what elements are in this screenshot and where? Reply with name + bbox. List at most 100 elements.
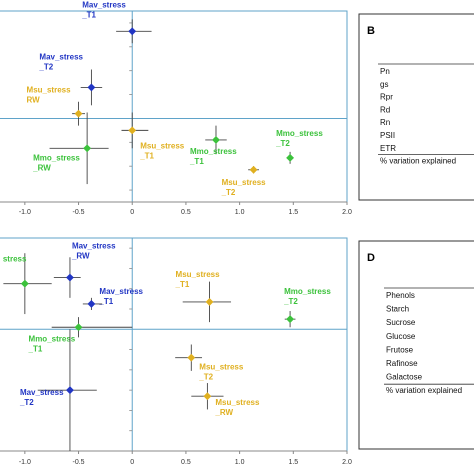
- panel-letter: D: [367, 252, 375, 264]
- data-point-mav: Mav_stress _T2: [38, 52, 103, 106]
- data-point-mmo: Mmo_stress _T2: [275, 129, 323, 164]
- x-tick-label: 2.0: [342, 209, 352, 216]
- point-label-line: _T2: [38, 62, 53, 71]
- point-marker: [87, 300, 96, 308]
- point-label-line: _T2: [19, 398, 34, 407]
- table-variable: Starch: [386, 305, 409, 314]
- table-variable: Glucose: [386, 332, 416, 341]
- point-label-line: Msu_stress: [27, 86, 72, 95]
- table-variable: ETR: [380, 144, 396, 153]
- table-variable: PSII: [380, 131, 395, 140]
- point-label: Mmo_stress _T2: [275, 129, 323, 148]
- point-label: Mmo_stress _T2: [283, 287, 331, 306]
- data-point-mmo: Mmo_stress _T2: [283, 287, 331, 328]
- table-variable: Phenols: [386, 291, 415, 300]
- point-marker: [286, 153, 295, 162]
- table-variable: Galactose: [386, 373, 423, 382]
- point-label: Mav_stress _T1: [81, 0, 126, 19]
- point-label-line: Mmo_stress: [190, 147, 237, 156]
- x-tick-label: -0.5: [73, 459, 85, 466]
- x-tick-label: 1.5: [288, 459, 298, 466]
- table-variable: Frutose: [386, 345, 414, 354]
- variable-table-b: B Pn gs Rpr Rd Rn PSII ETR % variation explained: [358, 13, 474, 201]
- point-label-line: _RW: [214, 408, 233, 417]
- table-variable: % variation explained: [386, 386, 462, 395]
- point-label: Msu_stress _T2: [221, 178, 267, 197]
- data-point-msu: Msu_stress _T2: [221, 165, 267, 197]
- point-label-line: _T1: [175, 280, 190, 289]
- point-label-line: _T1: [98, 297, 113, 306]
- point-label: Msu_stress _T1: [175, 270, 221, 289]
- x-tick-label: -1.0: [19, 459, 31, 466]
- point-label: Mav_stress _T2: [38, 52, 83, 71]
- table-variable: Pn: [380, 67, 390, 76]
- x-tick-label: -1.0: [19, 209, 31, 216]
- data-point-msu: Msu_stress _RW: [191, 383, 260, 417]
- point-label-line: Msu_stress: [199, 363, 244, 372]
- point-label-line: _T2: [221, 188, 236, 197]
- data-point-mav: Mav_stress _T2: [19, 329, 97, 451]
- point-marker: [205, 297, 214, 306]
- data-point-mmo: stress: [3, 253, 52, 315]
- point-label-line: _T1: [81, 10, 96, 19]
- point-label: Mmo_stress _T1: [28, 334, 76, 353]
- point-marker: [66, 273, 74, 282]
- data-point-msu: Msu_stress _T2: [175, 344, 244, 382]
- data-point-msu: Msu_stress _T1: [121, 112, 185, 160]
- point-label-line: Mav_stress: [39, 52, 83, 61]
- x-tick-label: 1.0: [235, 459, 245, 466]
- data-point-mmo: Mmo_stress _RW: [32, 112, 109, 185]
- x-tick-label: 0.5: [181, 459, 191, 466]
- point-label-line: Msu_stress: [222, 178, 267, 187]
- point-label: Mav_stress _RW: [71, 242, 116, 261]
- point-label: Msu_stress _RW: [214, 398, 260, 417]
- data-point-mav: Mav_stress _T1: [82, 287, 144, 311]
- x-tick-label: 0: [130, 459, 134, 466]
- table-variable: gs: [380, 80, 388, 89]
- point-label: Mav_stress _T2: [19, 388, 64, 407]
- table-variable: % variation explained: [380, 157, 456, 166]
- x-tick-label: 2.0: [342, 459, 352, 466]
- point-marker: [212, 136, 220, 144]
- point-label-line: _T2: [198, 373, 213, 382]
- point-marker: [20, 279, 29, 288]
- x-tick-label: 0.5: [181, 209, 191, 216]
- x-tick-label: 1.0: [235, 209, 245, 216]
- data-point-mmo: Mmo_stress _T1: [28, 317, 133, 353]
- point-label: Msu_stress RW: [27, 86, 72, 105]
- point-label-line: Mmo_stress: [276, 129, 323, 138]
- point-marker: [83, 144, 92, 153]
- point-label-line: Mav_stress: [72, 242, 116, 251]
- data-point-mmo: Mmo_stress _T1: [189, 125, 237, 166]
- point-label: Mmo_stress _T1: [189, 147, 237, 166]
- variable-table-d: D Phenols Starch Sucrose Glucose Frutose Rafin…: [358, 240, 474, 450]
- point-label-line: Mmo_stress: [29, 334, 76, 343]
- plot-frame: [0, 10, 348, 203]
- point-label: Mmo_stress _RW: [32, 153, 80, 172]
- point-marker: [286, 315, 295, 324]
- point-label-line: _T1: [28, 344, 43, 353]
- point-marker: [66, 386, 74, 395]
- table-frame: [358, 240, 474, 450]
- point-marker: [74, 323, 83, 332]
- point-label-line: _RW: [71, 252, 90, 261]
- point-label-line: Msu_stress: [140, 141, 185, 150]
- point-label: Msu_stress _T1: [139, 141, 185, 160]
- data-point-msu: Msu_stress _T1: [175, 270, 232, 323]
- point-marker: [187, 353, 196, 362]
- point-label: Mav_stress _T1: [98, 287, 143, 306]
- point-label-line: RW: [27, 96, 41, 105]
- table-variable: Rpr: [380, 93, 393, 102]
- point-marker: [74, 109, 83, 118]
- plot-frame: [0, 237, 348, 452]
- table-variable: Rn: [380, 118, 390, 127]
- table-variable: Rafinose: [386, 359, 418, 368]
- point-label-line: stress: [3, 255, 27, 264]
- point-label-line: _T2: [275, 139, 290, 148]
- x-tick-label: 1.5: [288, 209, 298, 216]
- point-label-line: Msu_stress: [215, 398, 260, 407]
- point-label-line: Mmo_stress: [33, 153, 80, 162]
